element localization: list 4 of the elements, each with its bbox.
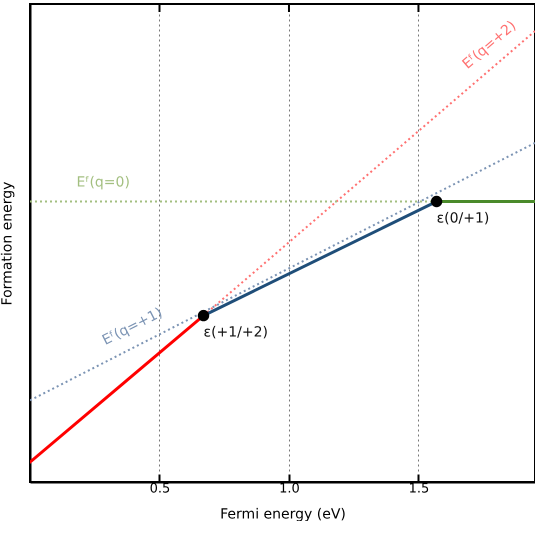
annotation: ε(0/+1): [436, 210, 490, 227]
y-axis-title: Formation energy: [0, 182, 16, 306]
series-label: Eᶠ(q=0): [76, 174, 130, 191]
annotation: ε(+1/+2): [204, 324, 268, 341]
